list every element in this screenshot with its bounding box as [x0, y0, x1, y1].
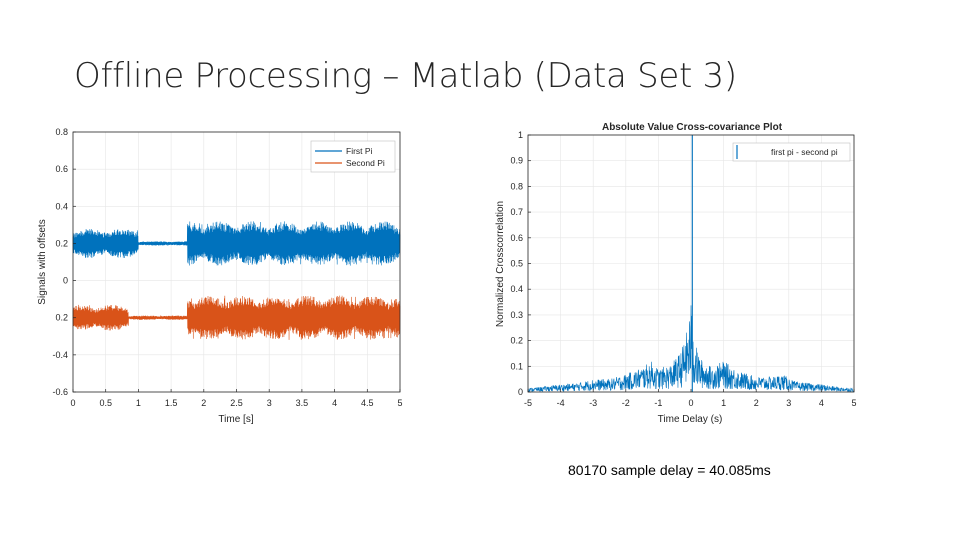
crosscov-x-tick-label: 3: [786, 398, 791, 408]
signals-y-tick-label: 0.6: [55, 164, 68, 174]
crosscov-x-tick-label: -1: [654, 398, 662, 408]
crosscov-y-tick-label: 0.2: [510, 336, 523, 346]
crosscov-x-label: Time Delay (s): [658, 414, 723, 425]
crosscov-y-tick-label: 0.3: [510, 310, 523, 320]
signals-x-tick-label: 4: [332, 398, 337, 408]
legend-label-first-minus-second: first pi - second pi: [771, 147, 838, 157]
crosscov-series: [527, 135, 855, 393]
signals-y-label: Signals with offsets: [37, 219, 48, 304]
crosscov-y-tick-label: 1: [518, 130, 523, 140]
signals-x-label: Time [s]: [218, 414, 253, 425]
crosscov-x-tick-label: -5: [524, 398, 532, 408]
crosscov-x-tick-label: -4: [557, 398, 565, 408]
crosscov-y-tick-label: 0.4: [510, 284, 523, 294]
crosscov-x-tick-label: 2: [754, 398, 759, 408]
crosscov-x-tick-label: -3: [589, 398, 597, 408]
crosscov-y-tick-label: 0.7: [510, 207, 523, 217]
signals-x-tick-label: 0: [70, 398, 75, 408]
crosscov-y-tick-label: 0.6: [510, 233, 523, 243]
signals-x-tick-label: 0.5: [99, 398, 112, 408]
crosscov-x-tick-label: 5: [851, 398, 856, 408]
signals-x-tick-label: 1: [136, 398, 141, 408]
signals-x-tick-label: 2: [201, 398, 206, 408]
crosscov-legend: first pi - second pi: [732, 142, 851, 162]
crosscov-x-tick-label: -2: [622, 398, 630, 408]
signals-y-tick-label: -0.6: [52, 387, 68, 397]
crosscov-y-tick-label: 0: [518, 387, 523, 397]
signals-y-tick-label: -0.4: [52, 350, 68, 360]
signals-x-tick-label: 1.5: [165, 398, 178, 408]
delay-caption: 80170 sample delay = 40.085ms: [568, 462, 771, 478]
signals-x-tick-label: 2.5: [230, 398, 243, 408]
slide-title: Offline Processing – Matlab (Data Set 3): [74, 56, 737, 96]
signals-y-tick-label: 0: [63, 276, 68, 286]
crosscov-y-tick-label: 0.9: [510, 156, 523, 166]
legend-label-first-pi: First Pi: [346, 146, 373, 156]
crosscov-y-tick-label: 0.5: [510, 259, 523, 269]
signals-y-tick-label: 0.4: [55, 201, 68, 211]
crosscov-x-ticks: -5 -4 -3 -2 -1 0 1 2 3 4 5: [524, 389, 857, 408]
signals-series: [72, 221, 401, 340]
crosscov-y-tick-label: 0.1: [510, 361, 523, 371]
signals-x-tick-label: 4.5: [361, 398, 374, 408]
crosscov-y-ticks: 0 0.1 0.2 0.3 0.4 0.5 0.6 0.7 0.8 0.9 1: [510, 130, 531, 397]
crosscov-line: [527, 305, 855, 393]
signals-x-tick-label: 3.5: [296, 398, 309, 408]
legend-label-second-pi: Second Pi: [346, 158, 385, 168]
signals-y-tick-label: 0.8: [55, 127, 68, 137]
signals-x-tick-label: 3: [267, 398, 272, 408]
signals-x-ticks: 0 0.5 1 1.5 2 2.5 3 3.5 4 4.5 5: [70, 389, 403, 408]
crosscov-legend-box: [732, 142, 851, 162]
signals-y-ticks: -0.6 -0.4 0.2 0 0.2 0.4 0.6 0.8: [52, 127, 76, 397]
crosscov-y-label: Normalized Crosscorrelation: [495, 201, 506, 327]
signals-y-tick-label: 0.2: [55, 238, 68, 248]
series-second-pi-line: [72, 295, 401, 340]
crosscov-x-tick-label: 1: [721, 398, 726, 408]
signals-legend-box: [310, 140, 396, 173]
signals-legend: First Pi Second Pi: [310, 140, 396, 173]
crosscov-x-tick-label: 0: [688, 398, 693, 408]
signals-x-tick-label: 5: [397, 398, 402, 408]
crosscov-x-tick-label: 4: [819, 398, 824, 408]
crosscov-title: Absolute Value Cross-covariance Plot: [602, 122, 783, 133]
signals-y-tick-label: 0.2: [55, 313, 68, 323]
series-first-pi-line: [72, 221, 401, 266]
crosscov-y-tick-label: 0.8: [510, 181, 523, 191]
